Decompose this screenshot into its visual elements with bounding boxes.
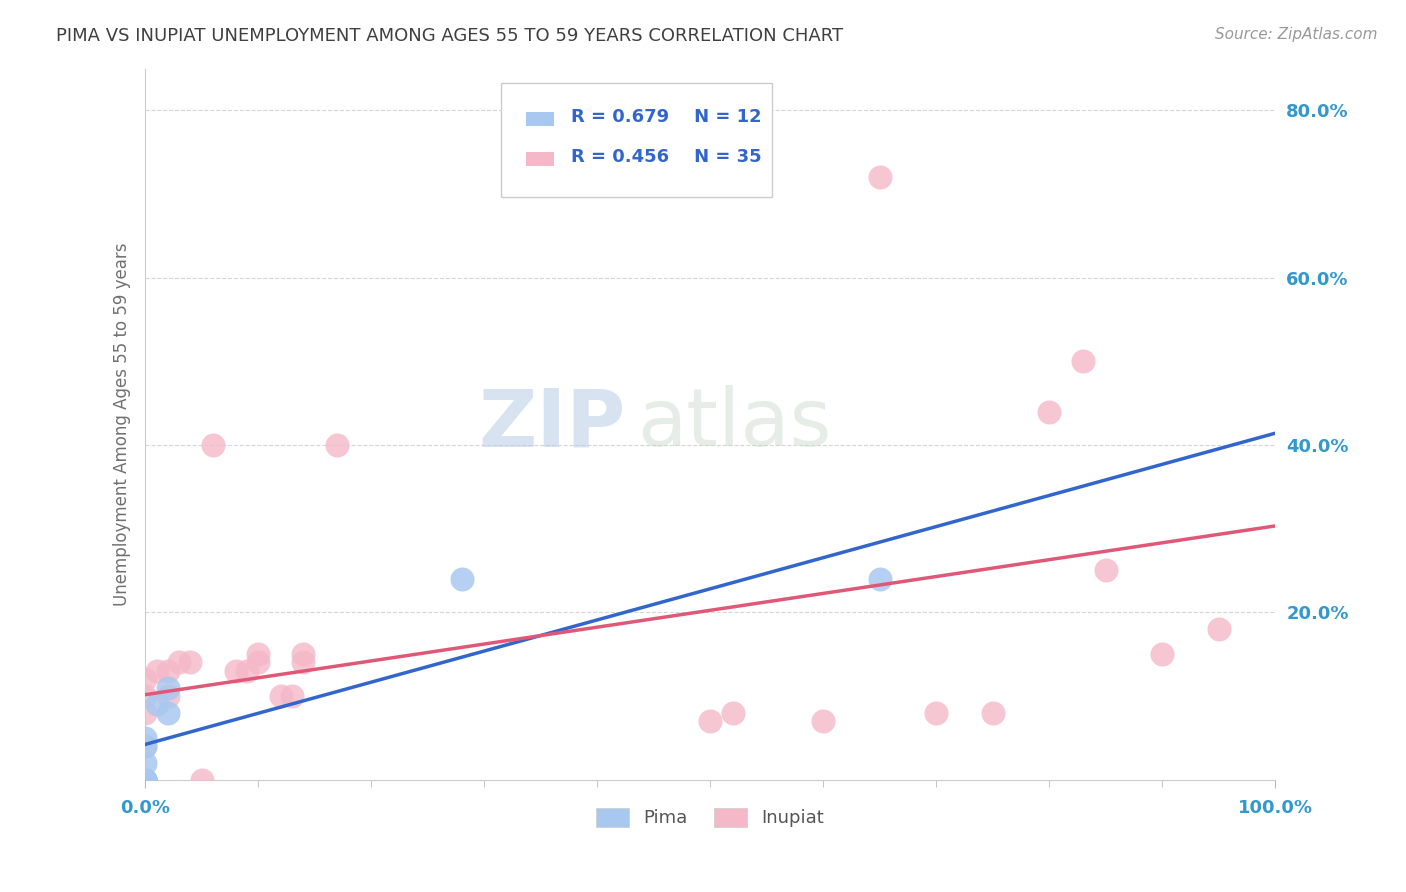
Point bbox=[134, 739, 156, 753]
Point bbox=[134, 772, 156, 787]
Text: R = 0.456    N = 35: R = 0.456 N = 35 bbox=[571, 148, 762, 167]
Point bbox=[1071, 354, 1094, 368]
Point bbox=[450, 572, 472, 586]
Point bbox=[811, 714, 834, 728]
FancyBboxPatch shape bbox=[526, 152, 554, 166]
FancyBboxPatch shape bbox=[526, 112, 554, 126]
Point bbox=[1038, 404, 1060, 418]
Point bbox=[145, 698, 167, 712]
Point bbox=[145, 664, 167, 678]
Point bbox=[292, 656, 315, 670]
Point bbox=[236, 664, 259, 678]
Point bbox=[179, 656, 201, 670]
Point bbox=[1208, 622, 1230, 636]
Point bbox=[134, 731, 156, 745]
Point bbox=[134, 772, 156, 787]
Point bbox=[202, 438, 225, 452]
Point bbox=[270, 689, 292, 703]
Point bbox=[134, 772, 156, 787]
Point bbox=[699, 714, 721, 728]
Point bbox=[292, 647, 315, 661]
Point bbox=[134, 706, 156, 720]
Legend: Pima, Inupiat: Pima, Inupiat bbox=[589, 801, 831, 835]
Point bbox=[156, 681, 179, 695]
Point bbox=[134, 772, 156, 787]
Point bbox=[156, 706, 179, 720]
FancyBboxPatch shape bbox=[501, 83, 772, 196]
Point bbox=[134, 672, 156, 686]
Point bbox=[1094, 564, 1116, 578]
Point bbox=[281, 689, 304, 703]
Point bbox=[134, 689, 156, 703]
Text: atlas: atlas bbox=[637, 385, 831, 463]
Point bbox=[925, 706, 948, 720]
Point bbox=[869, 572, 891, 586]
Point bbox=[134, 772, 156, 787]
Text: PIMA VS INUPIAT UNEMPLOYMENT AMONG AGES 55 TO 59 YEARS CORRELATION CHART: PIMA VS INUPIAT UNEMPLOYMENT AMONG AGES … bbox=[56, 27, 844, 45]
Point bbox=[247, 647, 270, 661]
Point bbox=[134, 772, 156, 787]
Point bbox=[134, 772, 156, 787]
Text: ZIP: ZIP bbox=[478, 385, 626, 463]
Text: Source: ZipAtlas.com: Source: ZipAtlas.com bbox=[1215, 27, 1378, 42]
Point bbox=[1152, 647, 1174, 661]
Point bbox=[869, 170, 891, 185]
Point bbox=[191, 772, 214, 787]
Point bbox=[134, 772, 156, 787]
Point bbox=[167, 656, 190, 670]
Y-axis label: Unemployment Among Ages 55 to 59 years: Unemployment Among Ages 55 to 59 years bbox=[114, 243, 131, 606]
Point bbox=[156, 664, 179, 678]
Point bbox=[981, 706, 1004, 720]
Point bbox=[225, 664, 247, 678]
Point bbox=[134, 756, 156, 770]
Point bbox=[134, 739, 156, 753]
Point bbox=[721, 706, 744, 720]
Point bbox=[326, 438, 349, 452]
Text: R = 0.679    N = 12: R = 0.679 N = 12 bbox=[571, 108, 762, 126]
Point bbox=[156, 689, 179, 703]
Point bbox=[247, 656, 270, 670]
